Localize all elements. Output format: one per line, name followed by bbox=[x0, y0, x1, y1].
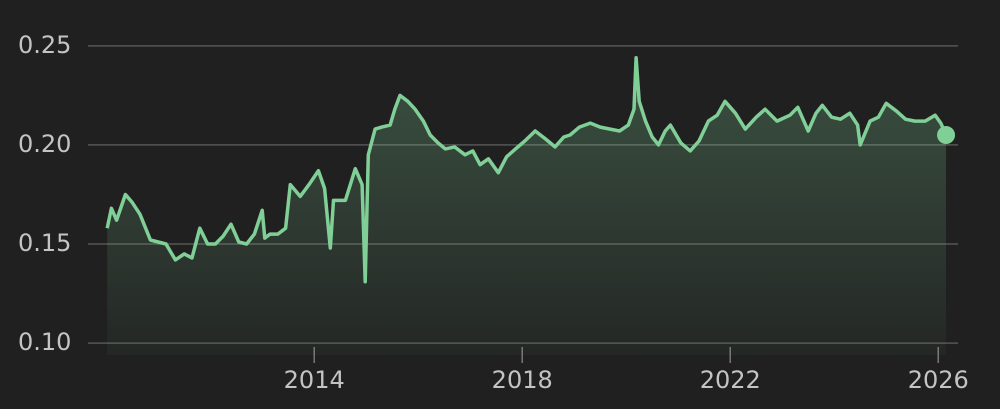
area bbox=[107, 57, 947, 355]
end-point bbox=[937, 126, 956, 145]
x-tick-label: 2026 bbox=[908, 366, 969, 394]
y-tick-label: 0.20 bbox=[18, 130, 71, 158]
y-tick-label: 0.15 bbox=[18, 229, 71, 257]
x-tick-label: 2022 bbox=[700, 366, 761, 394]
line bbox=[105, 55, 948, 284]
y-tick-label: 0.10 bbox=[18, 328, 71, 356]
x-tick-label: 2018 bbox=[492, 366, 553, 394]
y-tick-label: 0.25 bbox=[18, 31, 71, 59]
x-tick-label: 2014 bbox=[284, 366, 345, 394]
